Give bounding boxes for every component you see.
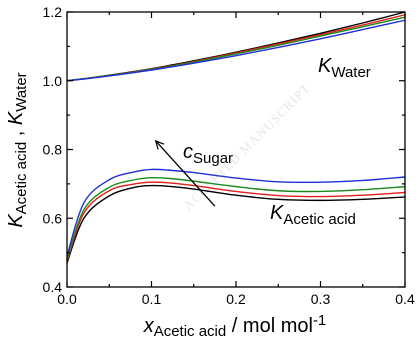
annotation-k-acetic-sub: Acetic acid [283, 211, 356, 228]
sugar-arrow [156, 141, 216, 207]
plot-frame [66, 11, 406, 288]
x-tick-label: 0.1 [142, 291, 162, 307]
series-line-acid-2 [66, 176, 406, 260]
x-tick-label: 0.2 [226, 291, 246, 307]
y-axis-label-sub2: Water [13, 72, 30, 111]
annotation-c-sugar: cSugar [183, 141, 233, 167]
annotation-c-sugar-main: c [183, 141, 193, 163]
y-tick-label: 1.2 [43, 4, 63, 20]
series-line-water-7 [66, 19, 406, 82]
series-line-acid-1 [66, 181, 406, 262]
series-layer [66, 11, 406, 264]
series-line-acid-0 [66, 184, 406, 264]
y-tick-label: 0.4 [43, 279, 63, 295]
annotation-k-water-sub: Water [331, 64, 370, 81]
annotation-c-sugar-sub: Sugar [193, 150, 233, 167]
annotation-k-acetic: KAcetic acid [270, 202, 356, 228]
x-tick-label: 0.0 [57, 291, 77, 307]
series-line-acid-3 [66, 168, 406, 257]
y-axis-label: KAcetic acid , KWater [5, 72, 30, 227]
watermark-text: ACCEPTED MANUSCRIPT [180, 80, 313, 213]
x-axis-label: xAcetic acid / mol mol-1 [143, 312, 327, 340]
x-axis-label-sup: -1 [313, 312, 326, 329]
y-axis-label-sep: , [5, 125, 27, 142]
x-axis-label-main: x [143, 315, 155, 337]
x-axis-label-sub: Acetic acid [154, 323, 227, 340]
y-tick-label: 1.0 [43, 73, 63, 89]
y-tick-label: 0.8 [43, 142, 63, 158]
annotation-k-water: KWater [318, 55, 371, 81]
x-tick-label: 0.4 [395, 291, 415, 307]
tick-layer: 0.0 0.1 0.2 0.3 0.4 0.4 0.6 0.8 1.0 1.2 [43, 4, 415, 307]
annotation-k-acetic-main: K [270, 202, 285, 224]
y-axis-label-main2: K [5, 110, 27, 125]
y-axis-label-main1: K [5, 213, 27, 228]
x-axis-label-rest: / mol mol [226, 315, 313, 337]
y-axis-label-sub1: Acetic acid [13, 142, 30, 215]
x-tick-label: 0.3 [311, 291, 331, 307]
y-tick-label: 0.6 [43, 210, 63, 226]
annotation-k-water-main: K [318, 55, 333, 77]
